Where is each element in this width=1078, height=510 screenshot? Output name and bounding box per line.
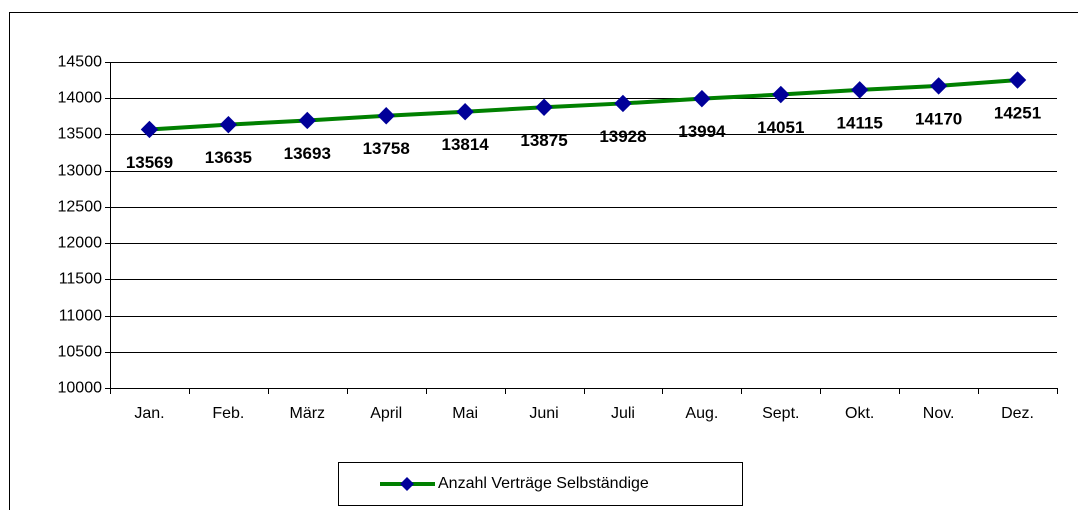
data-label: 13875 [520, 131, 567, 150]
data-label: 13693 [284, 144, 331, 163]
marker [298, 111, 316, 130]
data-label: 13994 [678, 122, 726, 141]
marker [140, 120, 159, 139]
y-tick-label: 11500 [59, 271, 102, 288]
y-tick-label: 10000 [58, 380, 103, 397]
marker [377, 107, 395, 125]
marker [1008, 71, 1027, 89]
x-tick-label: Nov. [923, 405, 955, 422]
marker [929, 77, 948, 95]
marker [219, 115, 238, 134]
x-tick-label: Dez. [1001, 405, 1034, 422]
legend-label: Anzahl Verträge Selbständige [438, 475, 649, 492]
marker [693, 89, 711, 108]
data-label: 14051 [757, 118, 804, 137]
y-tick-label: 12500 [58, 199, 103, 216]
x-tick-label: Okt. [845, 405, 874, 422]
x-tick-label: Juli [611, 405, 635, 422]
y-tick-label: 11000 [59, 308, 102, 325]
data-label: 13928 [599, 127, 646, 146]
data-label: 14170 [915, 109, 962, 128]
series-line [149, 78, 1018, 132]
y-tick-label: 13000 [58, 163, 103, 180]
x-tick-label: Aug. [685, 405, 718, 422]
marker [851, 81, 869, 99]
data-label: 14251 [994, 104, 1041, 123]
y-tick-label: 14000 [58, 90, 103, 107]
marker [772, 85, 790, 104]
x-tick-label: April [370, 405, 402, 422]
data-label: 14115 [837, 113, 883, 132]
data-label: 13814 [441, 135, 489, 154]
legend-marker [400, 477, 414, 491]
marker [614, 94, 632, 113]
marker [456, 102, 474, 121]
x-tick-label: Feb. [212, 405, 244, 422]
data-label: 13569 [126, 153, 173, 172]
x-tick-label: Mai [452, 405, 478, 422]
x-tick-label: Juni [529, 405, 558, 422]
x-tick-label: März [290, 405, 326, 422]
y-tick-label: 10500 [58, 344, 103, 361]
y-tick-label: 13500 [58, 126, 103, 143]
y-tick-label: 14500 [58, 54, 103, 71]
data-label: 13635 [205, 148, 252, 167]
x-tick-label: Jan. [134, 405, 164, 422]
marker [535, 98, 553, 116]
x-tick-label: Sept. [762, 405, 799, 422]
chart-border [9, 12, 1078, 510]
data-label: 13758 [363, 139, 410, 158]
y-tick-label: 12000 [58, 235, 103, 252]
